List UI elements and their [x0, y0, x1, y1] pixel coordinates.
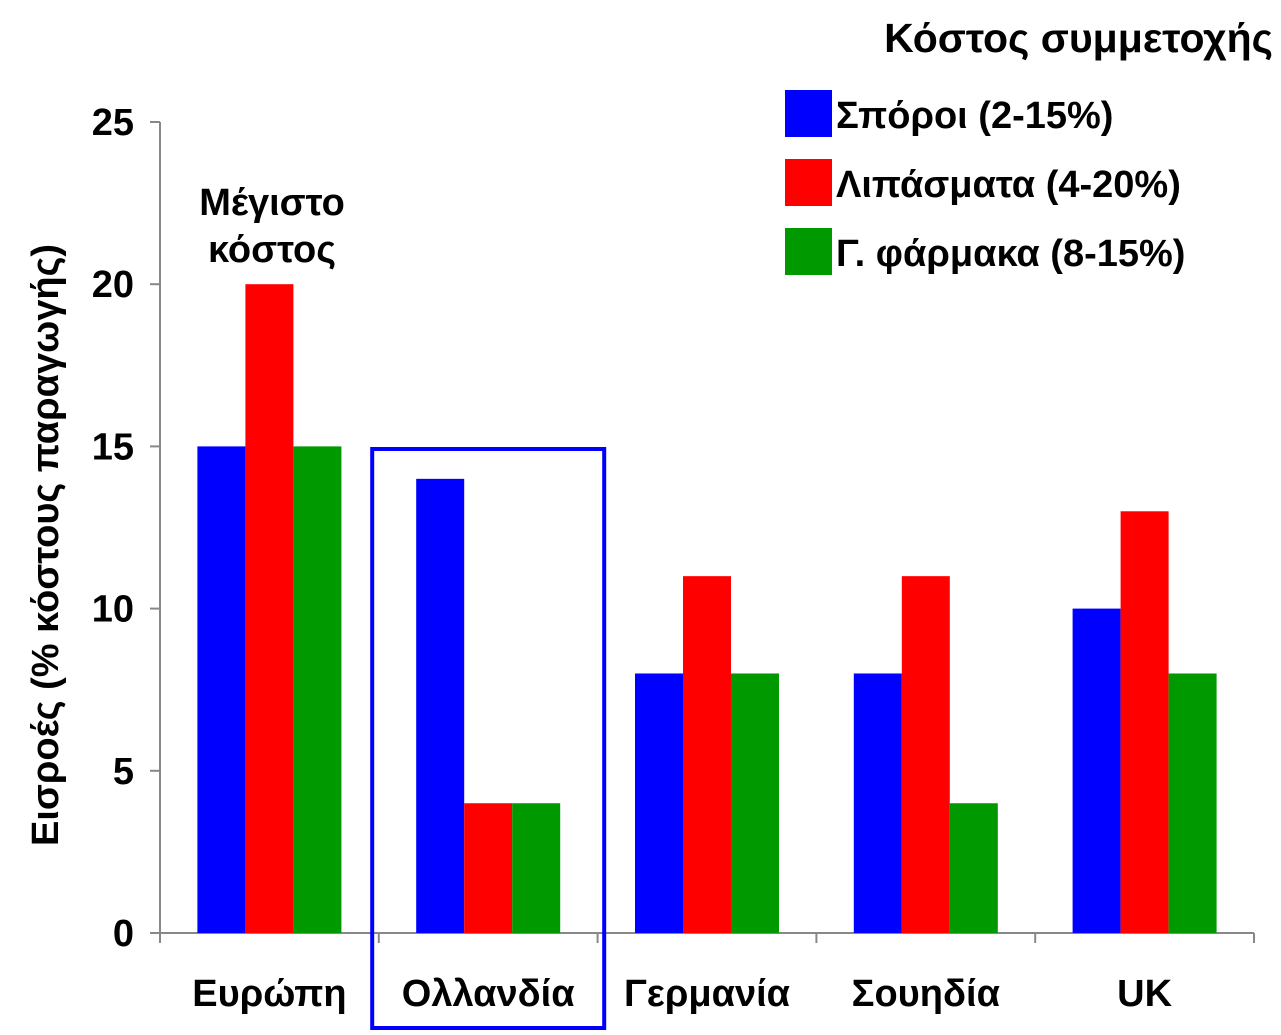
legend-title: Κόστος συμμετοχής: [884, 15, 1273, 61]
bar: [901, 576, 950, 933]
bar: [416, 478, 465, 933]
bar: [197, 446, 246, 933]
y-tick-label: 25: [92, 102, 134, 144]
y-tick-label: 10: [92, 589, 134, 631]
bar: [731, 673, 779, 933]
highlight-box: [370, 447, 607, 1030]
legend-swatch: [785, 159, 832, 206]
y-tick-label: 0: [113, 913, 134, 955]
bar: [949, 803, 998, 933]
x-category-label: Ολλανδία: [402, 973, 575, 1015]
x-category-label: Γερμανία: [624, 973, 790, 1015]
bar: [1072, 608, 1121, 933]
bar: [512, 803, 561, 933]
x-category-label: Σουηδία: [852, 973, 1000, 1015]
bar: [245, 284, 294, 933]
bars: [197, 284, 1217, 1030]
bar: [635, 673, 683, 933]
bar: [1168, 673, 1217, 933]
legend-swatch: [785, 228, 832, 275]
legend-swatch: [785, 90, 832, 137]
x-category-label: Ευρώπη: [192, 973, 346, 1015]
max-cost-annotation-line1: Μέγιστο: [199, 182, 345, 224]
x-category-label: UK: [1117, 973, 1172, 1015]
legend-entry-label: Λιπάσματα (4-20%): [836, 164, 1181, 206]
y-tick-label: 20: [92, 264, 134, 306]
max-cost-annotation-line2: κόστος: [208, 229, 336, 271]
y-axis-label: Εισροές (% κόστους παραγωγής): [25, 244, 67, 846]
bar: [853, 673, 902, 933]
bar: [683, 576, 731, 933]
y-tick-label: 5: [113, 751, 134, 793]
bar: [1120, 511, 1169, 933]
legend: Σπόροι (2-15%) Λιπάσματα (4-20%) Γ. φάρμακ…: [785, 90, 1185, 275]
legend-entry-label: Σπόροι (2-15%): [836, 95, 1113, 137]
y-tick-label: 15: [92, 426, 134, 468]
labels: 0 5 10 15 20 25 Ευρώπη Ολλανδία Γερμανία Σουηδία U…: [92, 102, 1173, 1015]
legend-entry-label: Γ. φάρμακα (8-15%): [836, 233, 1185, 275]
axes: [150, 121, 1255, 943]
bar: [464, 803, 513, 933]
bar: [293, 446, 342, 933]
